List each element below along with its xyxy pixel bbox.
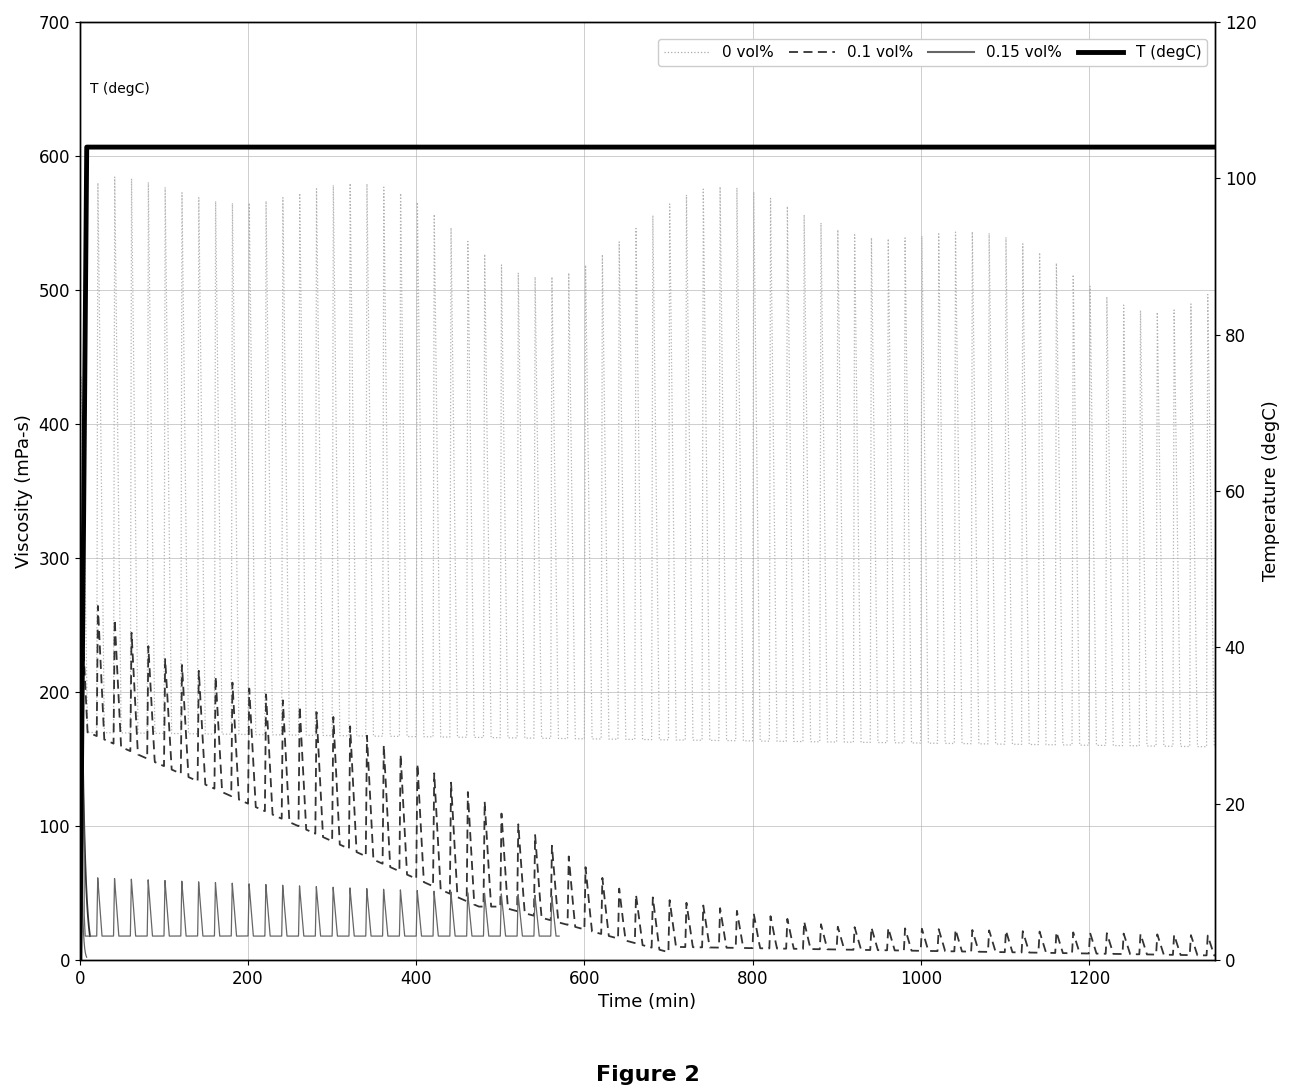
Y-axis label: Viscosity (mPa-s): Viscosity (mPa-s)	[16, 414, 32, 568]
X-axis label: Time (min): Time (min)	[598, 994, 697, 1011]
Text: Figure 2: Figure 2	[596, 1065, 699, 1085]
Y-axis label: Temperature (degC): Temperature (degC)	[1263, 401, 1279, 581]
Text: T (degC): T (degC)	[89, 82, 150, 96]
Legend: 0 vol%, 0.1 vol%, 0.15 vol%, T (degC): 0 vol%, 0.1 vol%, 0.15 vol%, T (degC)	[658, 39, 1207, 67]
